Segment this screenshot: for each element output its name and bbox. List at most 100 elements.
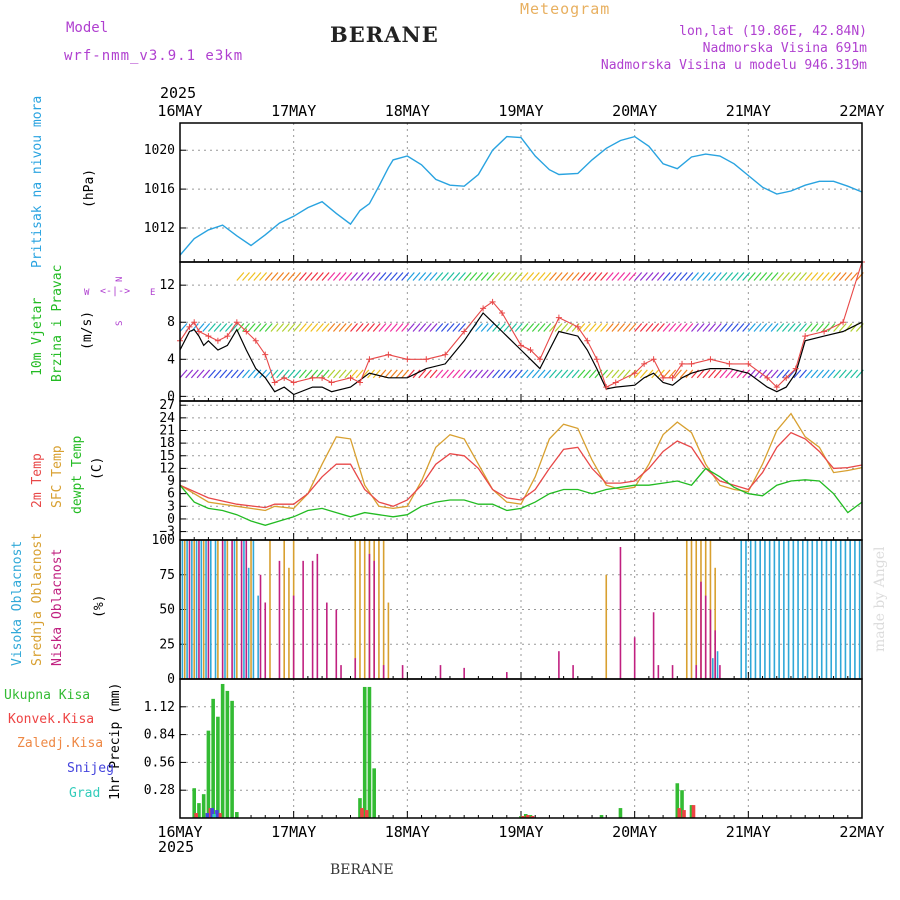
wind-barb-mid	[566, 323, 574, 332]
wind-barb-low	[423, 369, 432, 379]
y-tick-label: 1012	[144, 221, 175, 236]
wind-barb-low	[497, 369, 506, 379]
wind-barb-high	[531, 272, 540, 281]
wind-barb-mid	[270, 323, 279, 332]
wind-barb-high	[492, 272, 501, 281]
total-precip-bar	[618, 808, 623, 818]
wind-barb-low	[531, 369, 540, 379]
legend-total: Ukupna Kisa	[4, 688, 91, 703]
wind-barb-mid	[594, 323, 603, 332]
convective-precip-bar	[364, 810, 369, 818]
gust-marker	[527, 347, 534, 354]
y-tick-label: 1.12	[144, 700, 175, 715]
wind-barb-high	[281, 272, 290, 281]
wind-barb-high	[730, 272, 739, 281]
wind-barb-low	[639, 369, 648, 379]
wind-barb-mid	[810, 323, 819, 332]
day-label-bottom: 19MAY	[498, 823, 543, 841]
wind-barb-mid	[611, 323, 620, 332]
wind-barb-low	[276, 369, 285, 379]
wind-barb-high	[503, 272, 512, 281]
wind-barb-high	[571, 272, 580, 281]
wind-barb-high	[355, 272, 364, 281]
wind-barb-high	[662, 272, 671, 281]
gust-marker	[631, 370, 638, 377]
wind-barb-low	[850, 369, 859, 379]
pressure-line	[179, 135, 863, 256]
day-label-top: 18MAY	[385, 102, 430, 120]
wind-barb-mid	[793, 323, 802, 332]
wind-barb-mid	[395, 323, 404, 332]
wind-barb-low	[503, 369, 512, 379]
gust-marker	[404, 356, 411, 363]
wind-barb-low	[372, 369, 381, 379]
wind-barb-mid	[384, 323, 393, 332]
wind-barb-high	[753, 272, 762, 281]
wind-barb-low	[492, 369, 501, 379]
wind-barb-low	[452, 369, 461, 379]
wind-barb-high	[645, 272, 654, 281]
convective-precip-bar	[194, 813, 199, 818]
gust-marker	[252, 337, 259, 344]
wind-barb-low	[355, 369, 364, 379]
wind-barb-low	[713, 369, 722, 379]
gust-marker	[518, 342, 524, 349]
wind-barb-mid	[679, 323, 688, 332]
wind-barb-high	[236, 272, 245, 281]
wind-barb-high	[611, 272, 620, 281]
wind-barb-high	[742, 272, 751, 281]
wind-barb-low	[401, 369, 410, 379]
wind-barb-high	[259, 272, 268, 281]
wind-barb-low	[179, 369, 188, 379]
gust-marker	[224, 333, 231, 340]
gust-marker	[499, 309, 506, 316]
wind-barb-mid	[412, 323, 421, 332]
station-title: BERANE	[330, 22, 439, 47]
wind-barb-high	[367, 272, 376, 281]
wind-barb-high	[708, 272, 717, 281]
wind-barb-mid	[622, 323, 631, 332]
wind-barb-low	[190, 369, 199, 379]
wind-barb-low	[480, 369, 489, 379]
model-name: wrf-nmm_v3.9.1 e3km	[64, 48, 244, 64]
wind-barb-mid	[543, 323, 552, 332]
y-tick-label: 15	[159, 449, 175, 464]
gust-marker	[555, 314, 562, 321]
wind-barb-mid	[776, 323, 785, 332]
wind-barb-mid	[764, 323, 773, 332]
wind-barb-low	[395, 369, 404, 379]
wind-barb-mid	[236, 323, 245, 332]
wind-barb-mid	[645, 323, 654, 332]
wind-barb-low	[389, 369, 398, 379]
gust-marker	[773, 384, 780, 391]
wind-speed-line	[179, 312, 863, 396]
wind-barb-mid	[378, 323, 387, 332]
wind-barb-high	[429, 272, 438, 281]
wind-barb-mid	[361, 323, 370, 332]
gust-marker	[366, 356, 373, 363]
wind-barb-mid	[639, 323, 648, 332]
wind-barb-mid	[344, 323, 353, 332]
y-tick-label: 75	[159, 568, 175, 583]
wind-barb-mid	[770, 323, 779, 332]
sfc-temp-line	[179, 412, 863, 512]
wind-barb-high	[401, 272, 410, 281]
day-label-bottom: 20MAY	[612, 823, 657, 841]
wind-barb-low	[475, 369, 483, 379]
wind-barb-mid	[713, 323, 722, 332]
y-tick-label: 1016	[144, 182, 175, 197]
wind-barb-high	[702, 272, 711, 281]
wind-barb-mid	[708, 323, 717, 332]
y-tick-label: −3	[159, 525, 175, 540]
wind-barb-high	[332, 272, 341, 281]
y-tick-label: 6	[167, 487, 175, 502]
convective-precip-bar	[691, 805, 696, 818]
y-tick-label: 0	[167, 512, 175, 527]
wind-barb-high	[594, 272, 603, 281]
wind-barb-low	[605, 369, 614, 379]
wind-barb-high	[350, 272, 358, 281]
hail-precip-bar	[212, 814, 216, 818]
wind-barb-high	[554, 272, 563, 281]
wind-barb-high	[736, 272, 745, 281]
wind-barb-mid	[526, 323, 535, 332]
